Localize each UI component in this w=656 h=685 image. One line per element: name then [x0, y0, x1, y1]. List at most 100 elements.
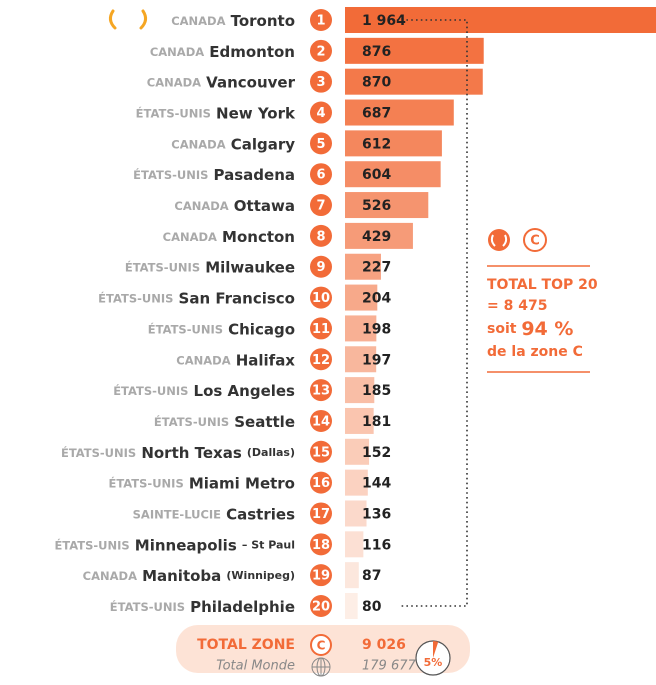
rank-badge	[310, 101, 332, 124]
rank-badge	[310, 440, 332, 463]
row-label: CANADA Halifax	[176, 350, 295, 369]
rank-badge	[310, 502, 332, 525]
zone-total-label: TOTAL ZONE	[197, 637, 295, 653]
rank-badge	[310, 163, 332, 186]
rank-badge	[310, 132, 332, 155]
bar	[345, 130, 442, 157]
row-label: SAINTE-LUCIE Castries	[133, 504, 295, 523]
rank: 1	[316, 14, 325, 29]
summary-icon	[488, 228, 547, 252]
share-value: 94 %	[521, 318, 573, 340]
qualifier: (Winnipeg)	[226, 569, 295, 582]
row-label: ÉTATS-UNIS Minneapolis – St Paul	[54, 535, 295, 554]
rank-badge	[310, 286, 332, 309]
value-label: 198	[362, 321, 391, 337]
country: SAINTE-LUCIE	[133, 507, 222, 521]
rank: 6	[316, 168, 325, 183]
row-label: ÉTATS-UNIS Philadelphie	[110, 597, 295, 616]
row-label: CANADA Ottawa	[174, 196, 295, 215]
country: CANADA	[150, 44, 204, 58]
country: CANADA	[147, 75, 201, 89]
value-label: 604	[362, 167, 391, 183]
country: ÉTATS-UNIS	[98, 290, 173, 305]
rank-badge	[310, 379, 332, 402]
share-prefix: soit	[487, 321, 517, 337]
bar	[345, 438, 370, 465]
country: CANADA	[171, 137, 225, 151]
country: CANADA	[171, 14, 225, 28]
rank: 13	[312, 384, 330, 399]
bar	[345, 500, 367, 527]
summary-label: TOTAL TOP 20	[487, 277, 598, 293]
value-label: 136	[362, 506, 391, 522]
rank: 8	[316, 229, 325, 244]
city: Moncton	[222, 227, 295, 245]
bar	[345, 284, 378, 311]
rank: 19	[312, 569, 330, 584]
rank-badge	[310, 9, 332, 31]
value-label: 181	[362, 414, 391, 430]
value-label: 185	[362, 383, 391, 399]
country: CANADA	[163, 229, 217, 243]
country: ÉTATS-UNIS	[108, 475, 183, 490]
value-label: 429	[362, 229, 391, 245]
bar	[345, 593, 358, 619]
row-label: ÉTATS-UNIS San Francisco	[98, 288, 295, 307]
rank: 2	[316, 44, 325, 59]
bar	[345, 222, 413, 249]
value-label: 876	[362, 44, 391, 60]
rank: 4	[316, 106, 325, 121]
country: CANADA	[174, 199, 228, 213]
city: Vancouver	[206, 73, 295, 91]
qualifier: – St Paul	[242, 538, 295, 551]
world-value: 179 677	[362, 659, 416, 674]
rank-badge	[310, 194, 332, 217]
country: ÉTATS-UNIS	[125, 259, 200, 274]
bar	[345, 161, 441, 188]
zone-badge	[310, 634, 332, 656]
city: Calgary	[231, 135, 296, 153]
summary-suffix: de la zone C	[487, 344, 583, 360]
laurel-icon	[108, 9, 148, 30]
rank: 16	[312, 476, 330, 491]
share-wedge	[433, 641, 439, 658]
world-label: Total Monde	[216, 659, 295, 674]
bar	[345, 346, 377, 373]
rank-badge	[310, 224, 332, 247]
rank: 12	[312, 353, 330, 368]
bar	[345, 68, 483, 95]
city: Halifax	[236, 351, 296, 369]
row-label: CANADA Vancouver	[147, 72, 296, 91]
country: ÉTATS-UNIS	[110, 599, 185, 614]
bar	[345, 469, 368, 496]
city: Los Angeles	[194, 382, 296, 400]
row-label: ÉTATS-UNIS New York	[136, 103, 296, 122]
bar	[345, 562, 359, 589]
rank: 11	[312, 322, 330, 337]
zone-letter: C	[530, 234, 540, 249]
rank: 14	[312, 414, 330, 429]
country: ÉTATS-UNIS	[54, 537, 129, 552]
city: Edmonton	[209, 42, 295, 60]
value-label: 152	[362, 445, 391, 461]
rank: 15	[312, 445, 330, 460]
country: ÉTATS-UNIS	[148, 321, 223, 336]
country: ÉTATS-UNIS	[113, 383, 188, 398]
city: Toronto	[231, 12, 295, 30]
value-label: 204	[362, 291, 391, 307]
row-label: ÉTATS-UNIS Pasadena	[133, 165, 295, 184]
city: San Francisco	[179, 289, 295, 307]
city: North Texas	[141, 443, 242, 461]
row-label: ÉTATS-UNIS Milwaukee	[125, 257, 295, 276]
city: Ottawa	[234, 197, 295, 215]
rank-badge	[310, 533, 332, 556]
bar	[345, 37, 484, 64]
city: New York	[216, 104, 296, 122]
country: ÉTATS-UNIS	[61, 444, 136, 459]
globe-icon	[311, 657, 331, 677]
city: Miami Metro	[189, 474, 295, 492]
city: Milwaukee	[205, 258, 295, 276]
city: Pasadena	[214, 166, 295, 184]
bar	[345, 253, 381, 280]
